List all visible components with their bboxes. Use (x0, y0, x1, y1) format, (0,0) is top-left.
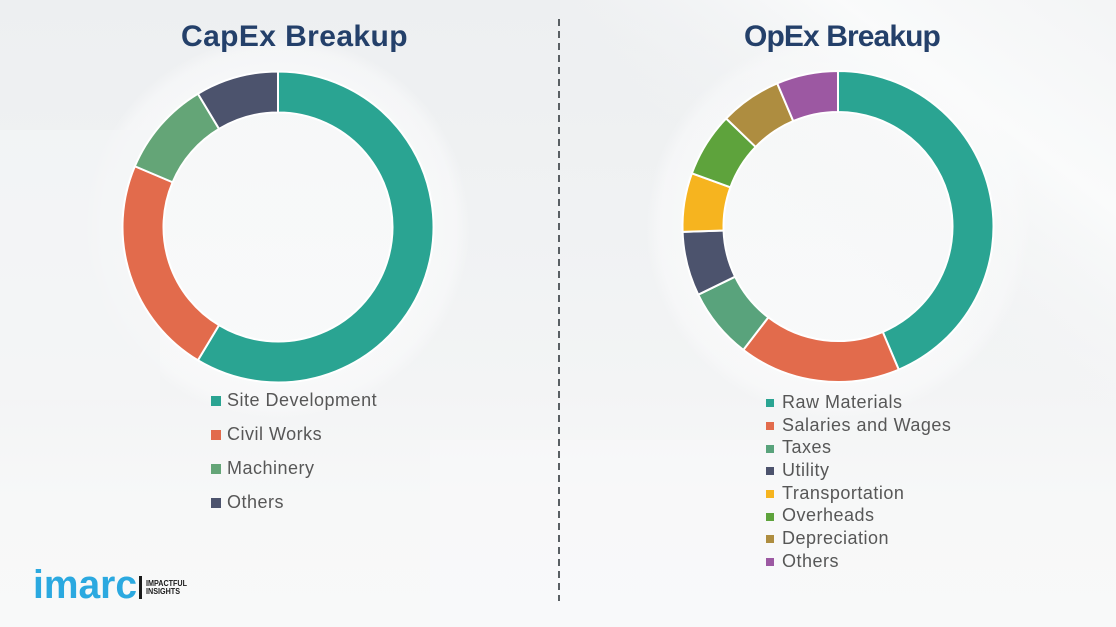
svg-text:imarc: imarc (33, 563, 137, 607)
svg-text:INSIGHTS: INSIGHTS (146, 587, 181, 596)
svg-text:IMPACTFUL: IMPACTFUL (146, 579, 187, 588)
